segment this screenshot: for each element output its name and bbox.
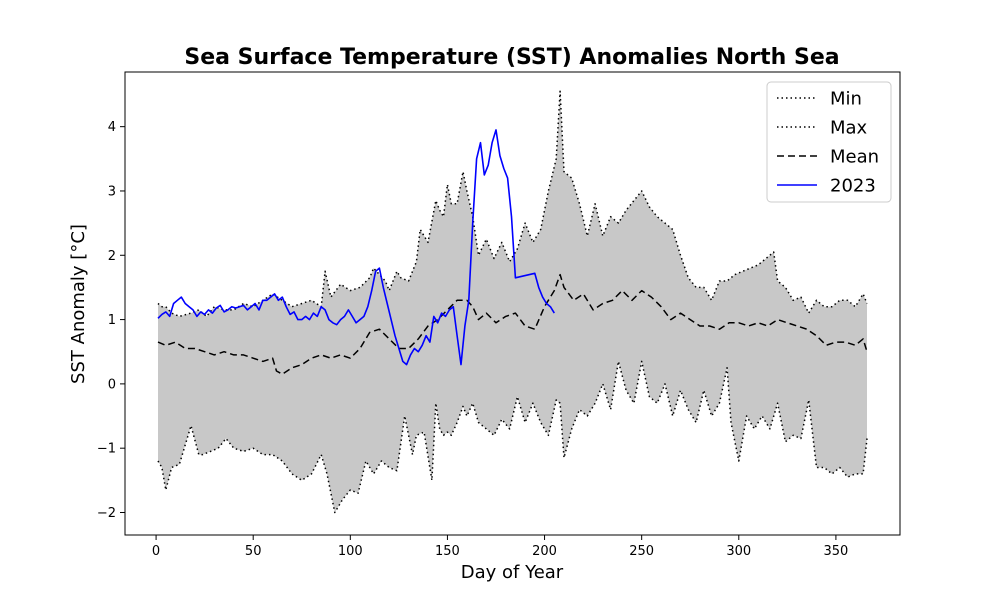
legend-label-2023: 2023 — [830, 176, 876, 197]
y-tick-label: 2 — [108, 249, 116, 264]
x-tick-label: 100 — [338, 544, 363, 559]
x-tick-label: 200 — [532, 544, 557, 559]
legend: Min Max Mean 2023 — [766, 81, 892, 203]
x-tick-label: 250 — [629, 544, 654, 559]
legend-label-mean: Mean — [830, 147, 879, 168]
chart-title: Sea Surface Temperature (SST) Anomalies … — [184, 45, 839, 70]
y-tick-label: 4 — [108, 120, 116, 135]
x-tick-label: 300 — [726, 544, 751, 559]
legend-label-min: Min — [830, 89, 862, 110]
legend-box — [766, 81, 892, 203]
x-tick-label: 350 — [823, 544, 848, 559]
y-axis: −2 −1 0 1 2 3 4 — [97, 120, 125, 521]
x-axis-label: Day of Year — [461, 562, 564, 583]
plot-frame — [124, 71, 901, 536]
x-axis: 0 50 100 150 200 250 300 350 — [152, 535, 848, 559]
y-tick-label: −1 — [97, 442, 116, 457]
x-tick-label: 0 — [152, 544, 160, 559]
series-line-mean — [157, 273, 868, 375]
x-tick-label: 150 — [435, 544, 460, 559]
y-tick-label: 0 — [108, 377, 116, 392]
legend-label-max: Max — [830, 118, 868, 139]
min-max-band — [158, 91, 867, 513]
y-tick-label: −2 — [97, 506, 116, 521]
min-max-band-layer — [158, 91, 867, 513]
y-tick-label: 3 — [108, 184, 116, 199]
x-tick-label: 50 — [245, 544, 262, 559]
y-tick-label: 1 — [108, 313, 116, 328]
series-layer — [157, 90, 868, 514]
y-axis-label: SST Anomaly [°C] — [68, 224, 89, 384]
plot-area — [124, 71, 901, 536]
series-line-2023 — [157, 129, 555, 366]
